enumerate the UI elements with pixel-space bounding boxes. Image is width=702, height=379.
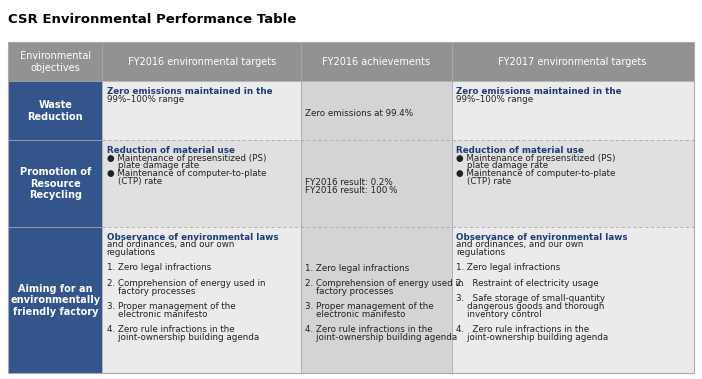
Text: 3.   Safe storage of small-quantity: 3. Safe storage of small-quantity <box>456 294 605 303</box>
Text: joint-ownership building agenda: joint-ownership building agenda <box>305 333 458 342</box>
Text: Zero emissions maintained in the: Zero emissions maintained in the <box>107 87 272 96</box>
Text: Waste
Reduction: Waste Reduction <box>27 100 83 122</box>
Text: plate damage rate: plate damage rate <box>456 161 548 171</box>
Text: joint-ownership building agenda: joint-ownership building agenda <box>107 333 259 342</box>
Text: factory processes: factory processes <box>305 287 394 296</box>
Text: 1. Zero legal infractions: 1. Zero legal infractions <box>107 263 211 273</box>
Text: 99%–100% range: 99%–100% range <box>456 95 533 104</box>
Text: (CTP) rate: (CTP) rate <box>107 177 161 186</box>
Text: CSR Environmental Performance Table: CSR Environmental Performance Table <box>8 13 297 26</box>
Text: ● Maintenance of computer-to-plate: ● Maintenance of computer-to-plate <box>107 169 266 178</box>
Text: Environmental
objectives: Environmental objectives <box>20 51 91 73</box>
Text: Zero emissions at 99.4%: Zero emissions at 99.4% <box>305 109 413 118</box>
Text: 2.   Restraint of electricity usage: 2. Restraint of electricity usage <box>456 279 599 288</box>
Text: regulations: regulations <box>456 248 505 257</box>
Text: ● Maintenance of presensitized (PS): ● Maintenance of presensitized (PS) <box>456 154 616 163</box>
Text: 1. Zero legal infractions: 1. Zero legal infractions <box>305 264 409 273</box>
Text: Observance of environmental laws: Observance of environmental laws <box>456 233 628 242</box>
Text: 4.   Zero rule infractions in the: 4. Zero rule infractions in the <box>456 325 589 334</box>
Text: 4. Zero rule infractions in the: 4. Zero rule infractions in the <box>107 325 234 334</box>
Text: FY2016 result: 0.2%: FY2016 result: 0.2% <box>305 178 393 187</box>
Text: 2. Comprehension of energy used in: 2. Comprehension of energy used in <box>305 279 464 288</box>
Text: ● Maintenance of computer-to-plate: ● Maintenance of computer-to-plate <box>456 169 616 178</box>
Text: FY2017 environmental targets: FY2017 environmental targets <box>498 57 647 67</box>
Text: FY2016 result: 100 %: FY2016 result: 100 % <box>305 186 398 195</box>
Text: (CTP) rate: (CTP) rate <box>456 177 511 186</box>
Text: and ordinances, and our own: and ordinances, and our own <box>107 240 234 249</box>
Text: 3. Proper management of the: 3. Proper management of the <box>107 302 235 311</box>
Text: electronic manifesto: electronic manifesto <box>107 310 207 319</box>
Text: Zero emissions maintained in the: Zero emissions maintained in the <box>456 87 621 96</box>
Text: Aiming for an
environmentally
friendly factory: Aiming for an environmentally friendly f… <box>11 283 100 317</box>
Text: Promotion of
Resource
Recycling: Promotion of Resource Recycling <box>20 167 91 200</box>
Text: inventory control: inventory control <box>456 310 541 319</box>
Text: Reduction of material use: Reduction of material use <box>107 146 234 155</box>
Text: FY2016 achievements: FY2016 achievements <box>322 57 430 67</box>
Text: 99%–100% range: 99%–100% range <box>107 95 184 104</box>
Text: ● Maintenance of presensitized (PS): ● Maintenance of presensitized (PS) <box>107 154 266 163</box>
Text: 1. Zero legal infractions: 1. Zero legal infractions <box>456 263 560 273</box>
Text: and ordinances, and our own: and ordinances, and our own <box>456 240 583 249</box>
Text: electronic manifesto: electronic manifesto <box>305 310 406 319</box>
Text: 4. Zero rule infractions in the: 4. Zero rule infractions in the <box>305 325 433 334</box>
Text: plate damage rate: plate damage rate <box>107 161 199 171</box>
Text: regulations: regulations <box>107 248 156 257</box>
Text: FY2016 environmental targets: FY2016 environmental targets <box>128 57 276 67</box>
Text: Reduction of material use: Reduction of material use <box>456 146 584 155</box>
Text: 2. Comprehension of energy used in: 2. Comprehension of energy used in <box>107 279 265 288</box>
Text: 3. Proper management of the: 3. Proper management of the <box>305 302 434 311</box>
Text: joint-ownership building agenda: joint-ownership building agenda <box>456 333 608 342</box>
Text: Observance of environmental laws: Observance of environmental laws <box>107 233 278 242</box>
Text: factory processes: factory processes <box>107 287 195 296</box>
Text: dangerous goods and thorough: dangerous goods and thorough <box>456 302 604 311</box>
